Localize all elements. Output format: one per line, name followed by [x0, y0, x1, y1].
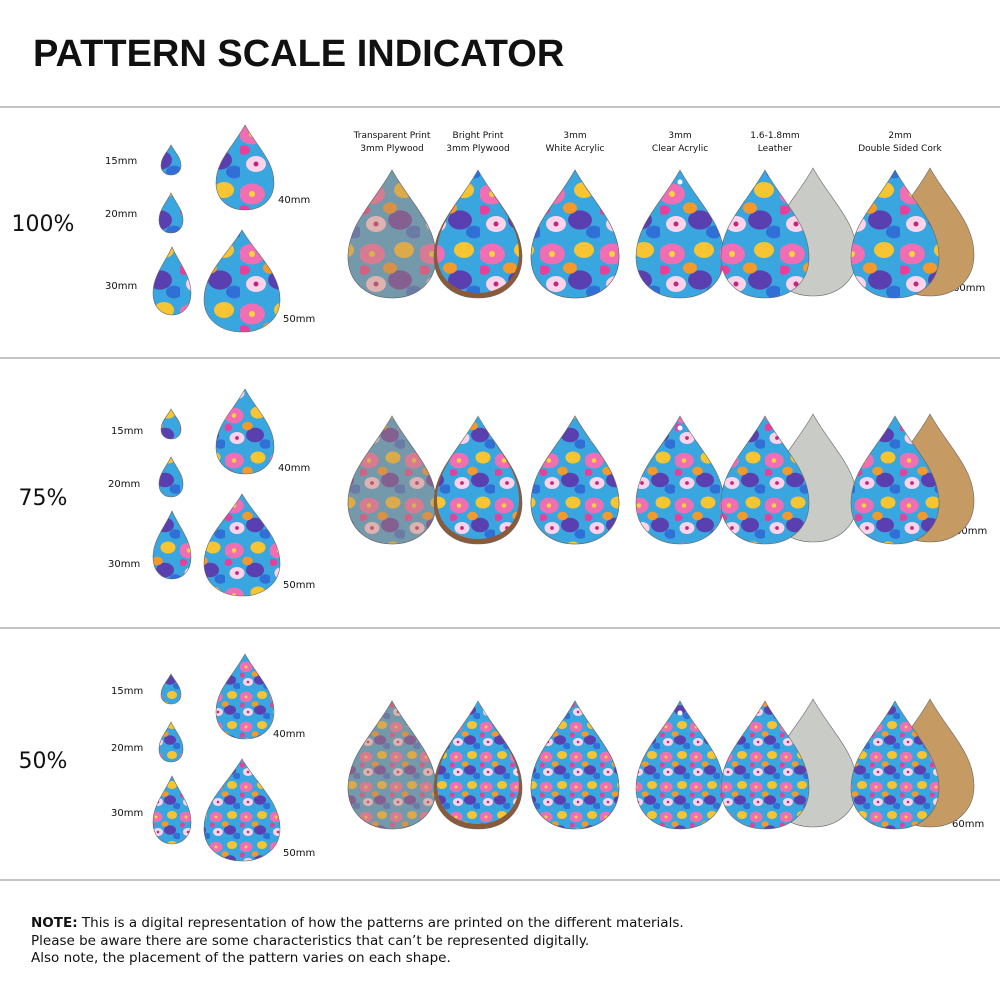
- size-label: 15mm: [111, 686, 143, 697]
- size-label: 40mm: [278, 195, 310, 206]
- teardrop: [158, 456, 184, 498]
- teardrop: [160, 408, 182, 440]
- teardrop: [850, 700, 940, 830]
- teardrop: [530, 700, 620, 830]
- hole: [677, 710, 683, 716]
- teardrop: [152, 775, 192, 845]
- size-label: 60mm: [953, 283, 985, 294]
- teardrop: [347, 700, 437, 830]
- material-label: 3mm Plywood: [446, 144, 509, 154]
- teardrop: [215, 653, 275, 740]
- teardrop: [152, 510, 192, 580]
- teardrop: [635, 415, 725, 545]
- note-text: This is a digital representation of how …: [81, 915, 684, 931]
- material-label: White Acrylic: [546, 144, 605, 154]
- teardrop: [215, 124, 275, 211]
- teardrop: [160, 673, 182, 705]
- material-label: Double Sided Cork: [858, 144, 942, 154]
- teardrop: [530, 415, 620, 545]
- size-label: 50mm: [283, 580, 315, 591]
- note-line: Please be aware there are some character…: [31, 932, 590, 949]
- size-label: 60mm: [955, 526, 987, 537]
- hole: [677, 179, 683, 185]
- teardrop: [158, 721, 184, 763]
- scale-label: 50%: [19, 749, 68, 774]
- size-label: 50mm: [283, 848, 315, 859]
- teardrop: [720, 415, 810, 545]
- teardrop: [347, 415, 437, 545]
- teardrop: [635, 169, 725, 299]
- size-label: 20mm: [111, 743, 143, 754]
- material-label: Bright Print: [453, 131, 504, 141]
- teardrop: [203, 493, 281, 597]
- teardrop: [720, 700, 810, 830]
- size-label: 40mm: [278, 463, 310, 474]
- note-line: Also note, the placement of the pattern …: [31, 950, 451, 966]
- size-label: 40mm: [273, 729, 305, 740]
- scale-label: 100%: [12, 212, 75, 237]
- teardrop: [530, 169, 620, 299]
- teardrop: [347, 169, 437, 299]
- material-label: 1.6-1.8mm: [750, 131, 799, 141]
- material-label: 3mm Plywood: [360, 144, 423, 154]
- material-label: 3mm: [668, 131, 691, 141]
- teardrop: [203, 229, 281, 333]
- scale-label: 75%: [19, 486, 68, 511]
- hole: [677, 425, 683, 431]
- teardrop: [152, 246, 192, 316]
- teardrop: [203, 758, 281, 862]
- teardrop: [158, 192, 184, 234]
- material-label: 3mm: [563, 131, 586, 141]
- teardrop: [437, 170, 519, 293]
- size-label: 20mm: [105, 209, 137, 220]
- note-line: NOTE: This is a digital representation o…: [31, 915, 684, 933]
- title: PATTERN SCALE INDICATOR: [33, 33, 564, 75]
- size-label: 60mm: [952, 819, 984, 830]
- teardrop: [160, 144, 182, 176]
- note: NOTE: This is a digital representation o…: [31, 915, 684, 968]
- teardrop: [635, 700, 725, 830]
- note-label: NOTE:: [31, 915, 78, 931]
- material-label: 2mm: [888, 131, 911, 141]
- size-label: 15mm: [105, 156, 137, 167]
- teardrop: [850, 415, 940, 545]
- material-label: Leather: [758, 144, 793, 154]
- size-label: 50mm: [283, 314, 315, 325]
- size-label: 20mm: [108, 479, 140, 490]
- size-label: 15mm: [111, 426, 143, 437]
- teardrop: [850, 169, 940, 299]
- size-label: 30mm: [111, 808, 143, 819]
- size-label: 30mm: [108, 559, 140, 570]
- teardrop: [437, 416, 519, 539]
- teardrop: [720, 169, 810, 299]
- size-label: 30mm: [105, 281, 137, 292]
- material-label: Transparent Print: [353, 131, 431, 141]
- teardrop: [215, 388, 275, 475]
- material-label: Clear Acrylic: [652, 144, 708, 154]
- teardrop: [437, 701, 519, 824]
